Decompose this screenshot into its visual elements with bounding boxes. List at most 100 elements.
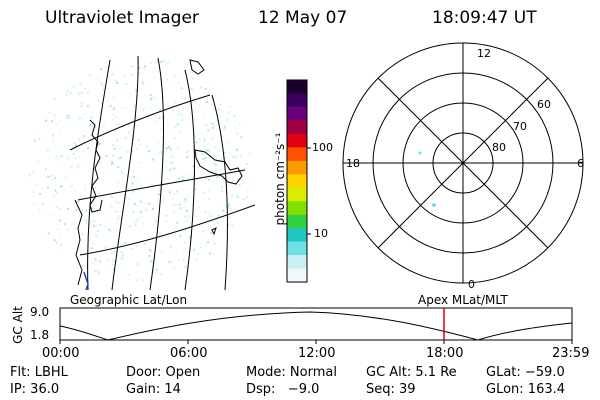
speckle xyxy=(228,216,231,219)
speckle xyxy=(37,99,40,102)
speckle xyxy=(94,258,97,261)
speckle xyxy=(218,82,221,85)
speckle xyxy=(127,274,130,277)
speckle xyxy=(179,234,182,237)
speckle xyxy=(201,115,204,118)
speckle xyxy=(163,59,166,62)
speckle xyxy=(203,139,206,142)
speckle xyxy=(204,210,207,213)
speckle xyxy=(195,258,198,261)
mlt-label-18: 18 xyxy=(346,157,360,170)
speckle xyxy=(181,176,184,179)
speckle xyxy=(99,142,102,145)
speckle xyxy=(181,118,184,121)
speckle xyxy=(157,140,160,143)
speckle xyxy=(229,105,232,108)
speckle xyxy=(112,118,115,121)
latitude-arc xyxy=(79,204,256,256)
speckle xyxy=(188,216,191,219)
speckle xyxy=(177,108,180,111)
speckle xyxy=(33,138,36,141)
speckle xyxy=(31,170,34,173)
speckle xyxy=(136,263,139,266)
speckle xyxy=(243,167,246,170)
speckle xyxy=(135,147,138,150)
status-gain: Gain: 14 xyxy=(126,382,181,397)
speckle xyxy=(226,202,229,205)
speckle xyxy=(193,248,196,251)
speckle xyxy=(82,159,85,162)
speckle xyxy=(99,223,102,226)
speckle xyxy=(130,134,133,137)
speckle xyxy=(86,68,89,71)
speckle xyxy=(245,196,248,199)
speckle xyxy=(204,87,207,90)
speckle xyxy=(84,183,87,186)
speckle xyxy=(45,168,48,171)
speckle xyxy=(155,219,158,222)
speckle xyxy=(166,146,169,149)
speckle xyxy=(117,217,120,220)
speckle xyxy=(55,256,58,259)
speckle xyxy=(241,103,244,106)
speckle xyxy=(50,120,53,123)
speckle xyxy=(30,58,33,61)
speckle xyxy=(216,176,219,179)
speckle xyxy=(95,78,98,81)
speckle xyxy=(181,179,184,182)
speckle xyxy=(30,127,33,130)
status-glat: GLat: −59.0 xyxy=(486,365,565,380)
speckle xyxy=(223,128,226,131)
speckle xyxy=(55,240,58,243)
speckle xyxy=(76,250,79,253)
speckle xyxy=(100,68,103,71)
speckle xyxy=(69,67,72,70)
speckle xyxy=(97,143,100,146)
speckle xyxy=(28,61,31,64)
speckle xyxy=(57,145,60,148)
speckle xyxy=(214,155,217,158)
blue-trace xyxy=(83,271,89,291)
speckle xyxy=(165,147,168,150)
speckle xyxy=(200,178,203,181)
speckle xyxy=(35,184,38,187)
speckle xyxy=(173,193,176,196)
speckle xyxy=(84,222,87,225)
speckle xyxy=(81,91,84,94)
speckle xyxy=(209,81,212,84)
speckle xyxy=(112,144,115,147)
speckle xyxy=(209,214,212,217)
speckle xyxy=(28,173,31,176)
speckle xyxy=(236,195,239,198)
speckle xyxy=(153,97,156,100)
speckle xyxy=(186,108,189,111)
speckle xyxy=(91,122,94,125)
meridian-line xyxy=(111,55,139,290)
speckle xyxy=(115,123,118,126)
speckle xyxy=(194,63,197,66)
speckle xyxy=(225,59,228,62)
speckle xyxy=(89,124,92,127)
speckle xyxy=(47,232,50,235)
speckle xyxy=(204,156,207,159)
speckle xyxy=(209,279,212,282)
speckle xyxy=(227,111,230,114)
coastline xyxy=(74,59,243,286)
speckle xyxy=(132,190,135,193)
speckle xyxy=(109,105,112,108)
speckle xyxy=(213,253,216,256)
speckle xyxy=(91,220,94,223)
colorbar-band xyxy=(287,106,307,121)
speckle xyxy=(43,88,46,91)
speckle xyxy=(207,178,210,181)
speckle xyxy=(226,87,229,90)
speckle xyxy=(231,224,234,227)
speckle xyxy=(168,146,171,149)
speckle xyxy=(118,157,121,160)
speckle xyxy=(244,265,247,268)
speckle xyxy=(142,82,145,85)
speckle xyxy=(138,161,141,164)
speckle xyxy=(203,192,206,195)
speckle xyxy=(231,236,234,239)
